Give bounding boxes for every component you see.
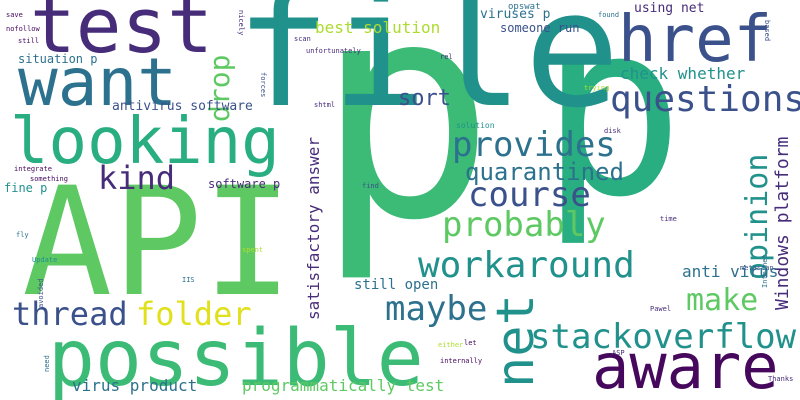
word-someone-run: someone run	[500, 21, 580, 35]
word-make: make	[686, 283, 759, 318]
word-using-net: using net	[634, 1, 705, 16]
word-save: save	[6, 11, 23, 19]
word-fine-p: fine p	[4, 181, 48, 195]
word-avoided: avoided	[37, 278, 45, 308]
word-api: API	[22, 156, 293, 330]
word-forces: forces	[259, 72, 267, 98]
word-satisfactory-answer: satisfactory answer	[304, 136, 323, 320]
word-fly: fly	[16, 231, 29, 239]
word-update: Update	[32, 256, 58, 264]
word-pawel: Pawel	[650, 305, 672, 313]
word-time: time	[660, 215, 677, 223]
word-internet: Internet	[761, 254, 769, 288]
word-questions: questions	[610, 79, 800, 120]
word-nofollow: nofollow	[6, 25, 40, 33]
word-integrate: integrate	[14, 165, 52, 173]
word-thread: thread	[12, 295, 128, 333]
word-solution: solution	[456, 121, 495, 130]
word-unfortunately: unfortunately	[306, 47, 361, 55]
word-want: want	[18, 44, 177, 121]
word-folder: folder	[136, 295, 252, 333]
word-looking: looking	[10, 105, 280, 179]
word-test: test	[30, 0, 214, 70]
word-provides: provides	[452, 125, 616, 165]
word-opswat: opswat	[508, 2, 541, 12]
word-either: either	[438, 341, 464, 349]
word-need: need	[43, 355, 51, 372]
word-file: file	[235, 0, 621, 143]
word-programmatically-test: programmatically test	[242, 376, 445, 395]
word-trying: trying	[584, 84, 610, 92]
word-found: found	[598, 11, 620, 19]
word-software-p: software p	[208, 177, 281, 191]
word-p-medium: p	[540, 0, 685, 250]
word-iis: IIS	[182, 276, 195, 284]
word-p-large: p	[315, 0, 496, 286]
word-kind: kind	[98, 159, 176, 197]
word-course: course	[468, 175, 591, 215]
word-find: find	[362, 182, 379, 190]
word-rel: rel	[440, 53, 453, 61]
word-quarantined: quarantined	[465, 158, 624, 186]
word-workaround: workaround	[418, 245, 635, 286]
word-nicely: nicely	[237, 10, 245, 36]
word-internally: internally	[440, 357, 483, 365]
word-probably: probably	[442, 205, 606, 245]
word-href: href	[618, 3, 773, 77]
word-antivirus-software: antivirus software	[112, 99, 253, 114]
word-viruses-p: viruses p	[480, 7, 551, 22]
word-windows-platform: Windows platform	[772, 136, 793, 310]
word-check-whether: check whether	[620, 64, 746, 83]
word-spent: spent	[242, 246, 264, 254]
word-asp: ASP	[612, 349, 625, 357]
word-possible: possible	[48, 314, 424, 400]
word-anti-virus: anti virus	[682, 262, 779, 281]
word-aware: aware	[592, 330, 779, 400]
word-disk: disk	[604, 127, 621, 135]
word-situation-p: situation p	[18, 52, 98, 66]
word-thanks: Thanks	[768, 375, 794, 383]
word-something: something	[30, 175, 68, 183]
word-sort: sort	[398, 86, 451, 111]
word-shtml: shtml	[314, 101, 336, 109]
word-maybe: maybe	[385, 289, 488, 329]
word-stackoverflow: stackoverflow	[530, 317, 797, 357]
word-scan: scan	[294, 35, 311, 43]
word-based: based	[763, 20, 771, 42]
word-metascan: metascan	[740, 264, 774, 272]
word-still: still	[18, 37, 40, 45]
word-best-solution: best solution	[315, 18, 441, 37]
word-virus-product: virus product	[72, 376, 198, 395]
word-still-open: still open	[354, 277, 439, 293]
word-let: let	[464, 339, 477, 347]
